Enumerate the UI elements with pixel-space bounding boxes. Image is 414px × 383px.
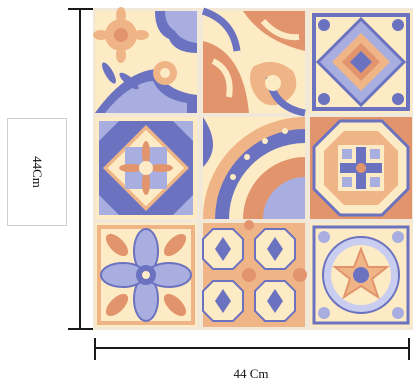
tile-corner-flower [93,7,197,113]
horizontal-dimension-label: 44 Cm [233,366,269,381]
tile-star-square [95,117,197,219]
tile-diamond-cross [310,11,412,113]
tile-orange-arabesque [201,7,306,117]
tile-star-medallion [310,223,412,327]
tile-petal-cross [95,223,197,327]
horizontal-dimension-line [94,338,410,360]
tile-fan-rosette [203,117,305,219]
tile-octagon-grid [202,220,307,327]
vertical-dimension-line [68,8,93,330]
vertical-dimension-label: 44Cm [30,156,45,188]
vertical-dimension-label-box: 44Cm [7,118,67,226]
tile-octagon-cross [310,117,412,219]
horizontal-dimension-label-row: 44 Cm [0,366,414,382]
